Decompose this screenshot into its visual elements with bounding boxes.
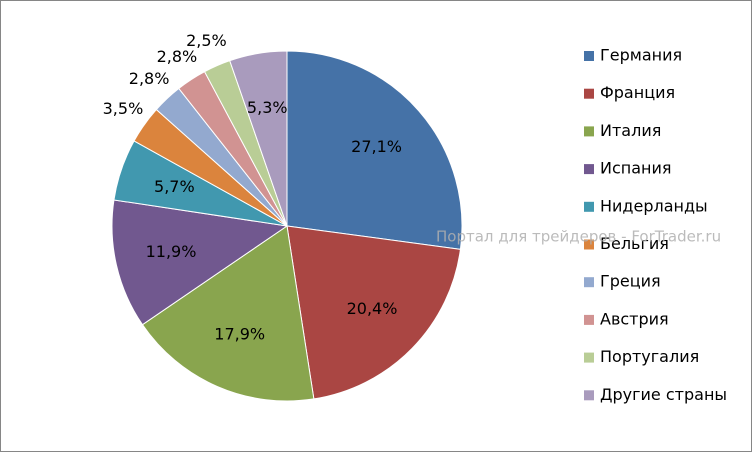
legend-swatch bbox=[584, 277, 594, 288]
legend-swatch bbox=[584, 88, 594, 99]
pie-slice bbox=[111, 199, 289, 326]
data-label: 5,3% bbox=[247, 98, 288, 117]
legend-swatch bbox=[584, 164, 594, 175]
data-label: 2,5% bbox=[186, 31, 227, 50]
legend-label: Франция bbox=[600, 83, 675, 102]
legend-label: Греция bbox=[600, 272, 661, 291]
legend-label: Другие страны bbox=[600, 385, 727, 404]
data-label: 5,7% bbox=[154, 177, 195, 196]
legend-label: Испания bbox=[600, 159, 672, 178]
data-label: 11,9% bbox=[146, 242, 197, 261]
pie-slice bbox=[141, 225, 315, 402]
legend-swatch bbox=[584, 51, 594, 61]
legend-swatch bbox=[584, 390, 594, 401]
pie-slice bbox=[229, 50, 288, 227]
legend-label: Германия bbox=[600, 46, 682, 65]
pie-slice bbox=[286, 50, 463, 250]
watermark: Портал для трейдеров - ForTrader.ru bbox=[436, 228, 721, 246]
legend-swatch bbox=[584, 352, 594, 363]
legend-label: Италия bbox=[600, 121, 661, 140]
data-label: 27,1% bbox=[351, 137, 402, 156]
legend-swatch bbox=[584, 314, 594, 325]
data-label: 2,8% bbox=[129, 69, 170, 88]
data-label: 3,5% bbox=[103, 99, 144, 118]
data-label: 20,4% bbox=[347, 299, 398, 318]
legend-swatch bbox=[584, 239, 594, 250]
legend-label: Португалия bbox=[600, 347, 699, 366]
legend-swatch bbox=[584, 201, 594, 212]
legend-swatch bbox=[584, 126, 594, 137]
legend-label: Нидерланды bbox=[600, 196, 708, 215]
pie-slice bbox=[286, 225, 462, 400]
legend-label: Австрия bbox=[600, 309, 669, 328]
legend-label: Бельгия bbox=[600, 234, 669, 253]
data-label: 2,8% bbox=[157, 47, 198, 66]
data-label: 17,9% bbox=[214, 325, 265, 344]
